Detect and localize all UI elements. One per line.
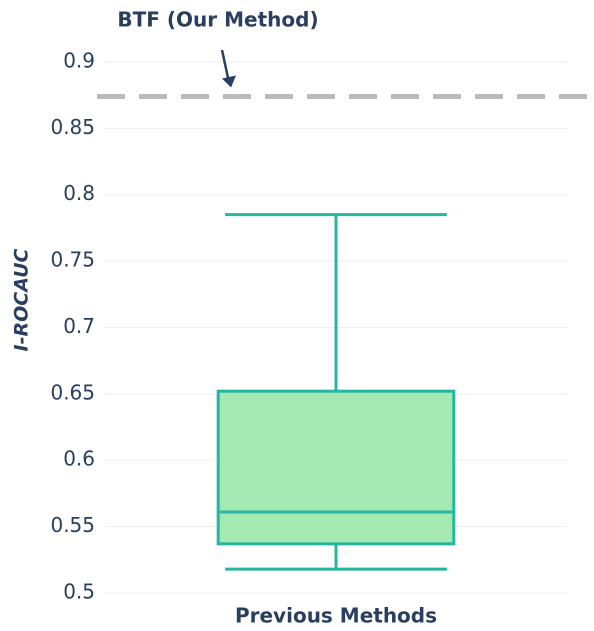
y-tick-label: 0.65 [50,380,95,404]
y-tick-label: 0.55 [50,513,95,537]
annotation-text: BTF (Our Method) [117,8,318,32]
y-tick-label: 0.5 [63,579,95,603]
y-tick-label: 0.9 [63,48,95,72]
annotation-arrowhead [222,75,236,88]
y-tick-label: 0.75 [50,248,95,272]
y-tick-label: 0.8 [63,181,95,205]
box [216,389,456,546]
annotation-arrow [220,49,231,83]
y-axis-label: I-ROCAUC [11,248,33,351]
y-tick-label: 0.6 [63,447,95,471]
y-tick-label: 0.7 [63,314,95,338]
y-tick-label: 0.85 [50,115,95,139]
x-tick-label: Previous Methods [235,604,437,628]
